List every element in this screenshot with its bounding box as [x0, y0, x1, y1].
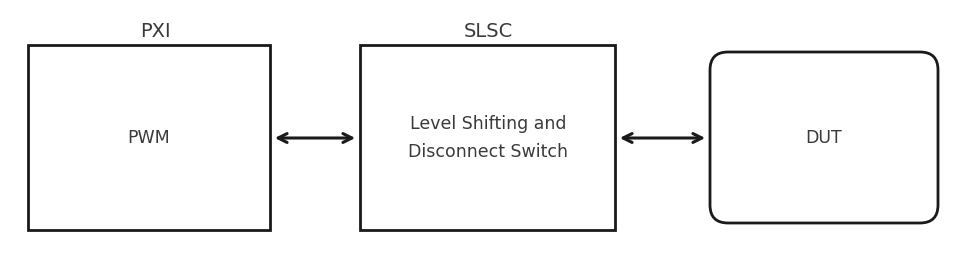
Text: PXI: PXI	[140, 22, 170, 41]
Text: Level Shifting and
Disconnect Switch: Level Shifting and Disconnect Switch	[408, 115, 568, 161]
FancyBboxPatch shape	[360, 45, 615, 230]
Text: PWM: PWM	[127, 129, 170, 147]
Text: DUT: DUT	[806, 129, 843, 147]
FancyBboxPatch shape	[710, 52, 938, 223]
Text: SLSC: SLSC	[463, 22, 513, 41]
FancyBboxPatch shape	[28, 45, 270, 230]
